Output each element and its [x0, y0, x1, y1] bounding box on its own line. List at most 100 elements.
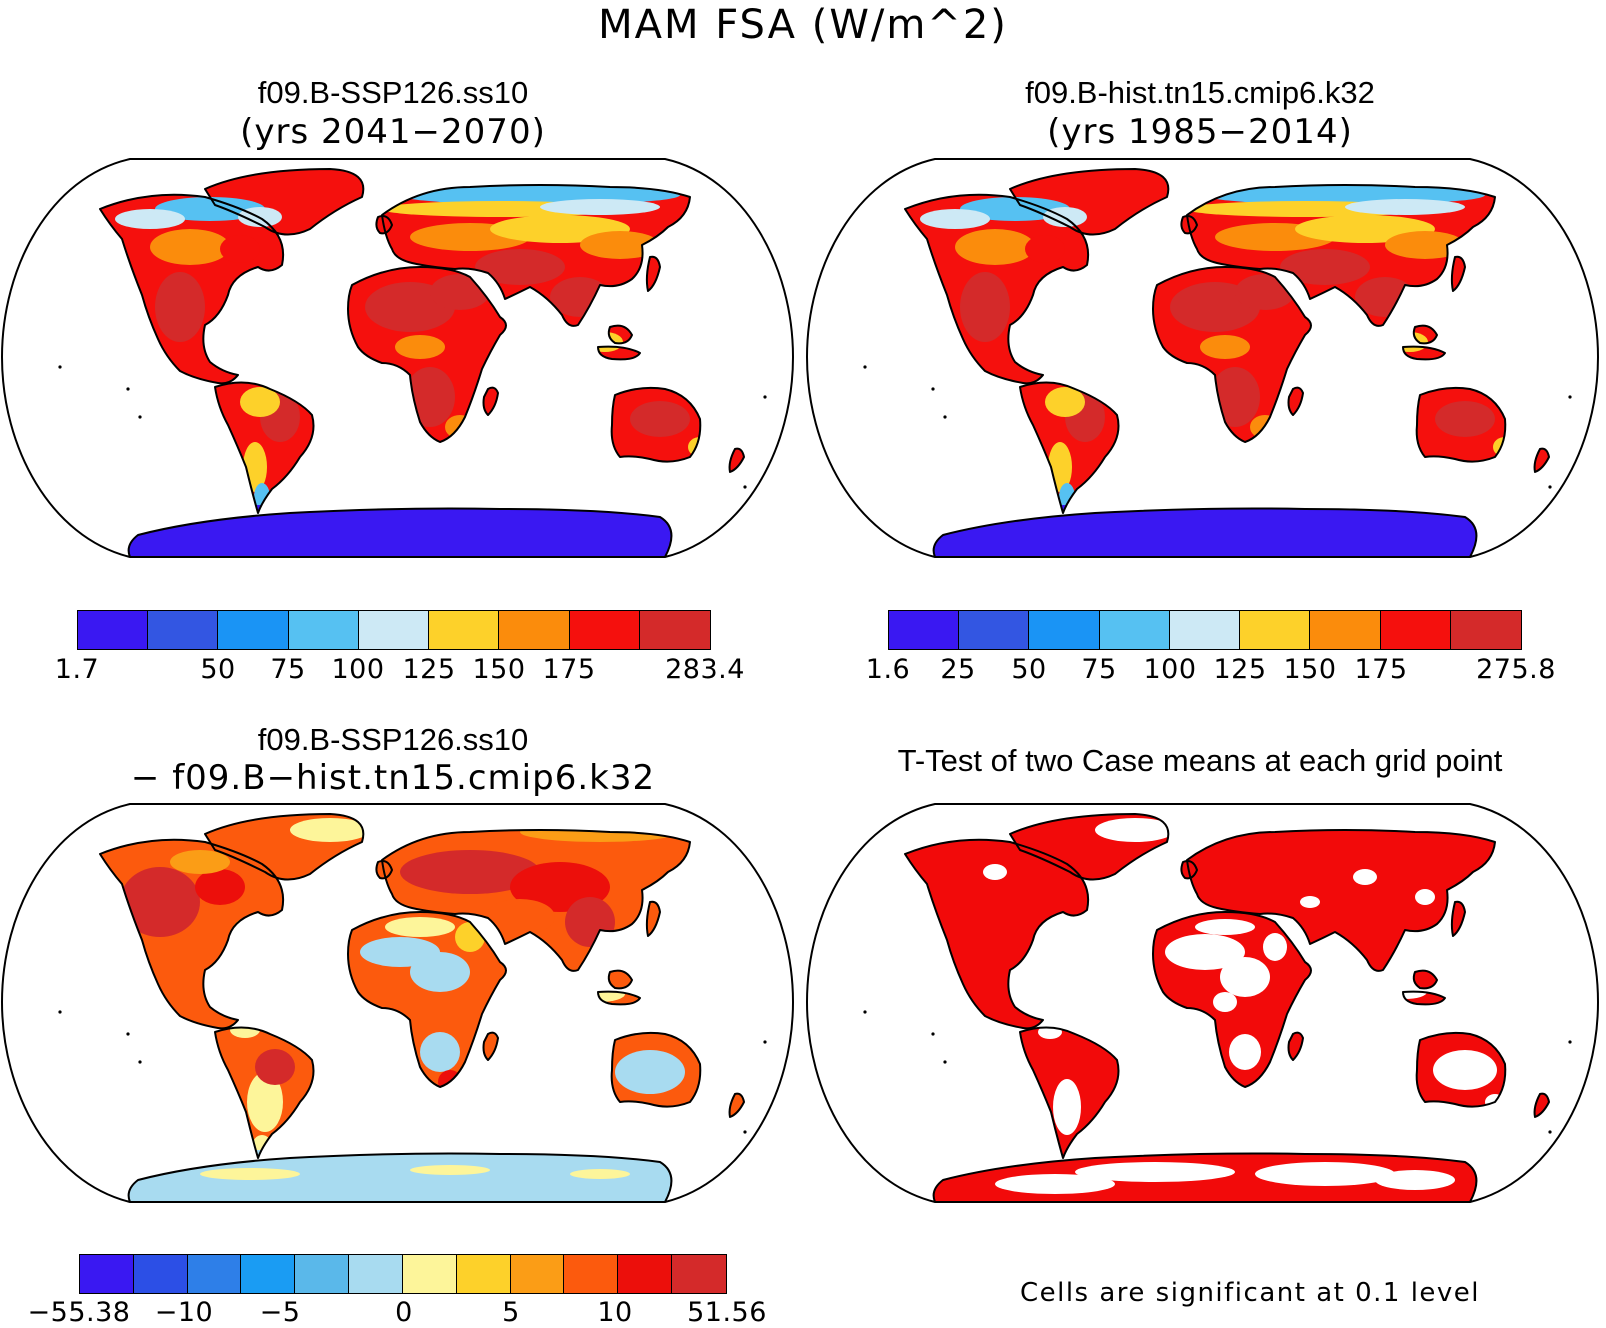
historical-colorbar-swatch [1169, 611, 1241, 649]
historical-map-coastline-eurasia [1186, 184, 1496, 327]
future-map-field-patch [580, 231, 660, 259]
difference-map-field-patch [290, 818, 370, 842]
ttest-map-coastline-indonesia [1402, 990, 1446, 1006]
future-map-coastline-samerica [214, 381, 315, 514]
future-tick-label: 100 [331, 654, 385, 685]
ttest-map-nonsignificant-patch [1300, 896, 1320, 908]
future-map-map-border [0, 158, 795, 558]
future-colorbar-swatch [429, 611, 500, 649]
difference-panel-subtitle: − f09.B−hist.tn15.cmip6.k32 [130, 758, 656, 798]
future-map-coastline-japan [645, 255, 661, 292]
future-map-coastline-borneo [607, 324, 633, 345]
historical-map-island-speck [931, 387, 935, 391]
difference-colorbar-swatch [187, 1255, 242, 1293]
difference-map-map-border [0, 803, 795, 1203]
future-map-field-patch [395, 335, 445, 359]
future-map-island-speck [58, 365, 62, 369]
difference-map-coastline-africa [347, 911, 507, 1088]
future-map-field-patch [540, 199, 660, 215]
future-map-coastline-nz [728, 447, 745, 473]
historical-tick-label: 100 [1143, 654, 1197, 685]
historical-map-coastline-greenland [1009, 168, 1170, 236]
ttest-map-coastline-greenland [1009, 813, 1170, 881]
figure-title: MAM FSA (W/m^2) [598, 2, 1008, 48]
historical-map-field-patch [1025, 235, 1065, 263]
historical-colorbar-swatch [1380, 611, 1451, 649]
difference-tick-label: 5 [502, 1297, 520, 1328]
future-map-field-patch [150, 229, 230, 265]
historical-map-field-patch [920, 209, 990, 229]
future-colorbar-swatch [499, 611, 570, 649]
difference-tick-label: −5 [259, 1297, 301, 1328]
future-colorbar-swatch [148, 611, 219, 649]
historical-map-map-border [805, 158, 1600, 558]
difference-tick-label: −10 [154, 1297, 214, 1328]
difference-colorbar-swatch [564, 1255, 619, 1293]
future-map-coastline-eurasia [381, 184, 691, 327]
future-map-island-speck [778, 250, 782, 254]
ttest-map-coastline-namerica [904, 838, 1089, 1030]
difference-map-island-speck [743, 1130, 747, 1134]
future-map-field-patch [630, 401, 690, 437]
historical-tick-label: 25 [940, 654, 976, 685]
historical-colorbar-swatch [959, 611, 1030, 649]
historical-colorbar-swatch [1310, 611, 1381, 649]
difference-map [0, 803, 795, 1203]
future-map-island-speck [743, 485, 747, 489]
difference-map-coastline-namerica [99, 838, 284, 1030]
difference-map-field-patch [247, 1072, 283, 1132]
historical-tick-label: 50 [1011, 654, 1047, 685]
difference-tick-label: 0 [395, 1297, 413, 1328]
future-tick-label: 283.4 [665, 654, 745, 685]
difference-colorbar-swatch [456, 1255, 511, 1293]
ttest-map-nonsignificant-patch [1220, 957, 1270, 997]
ttest-map-coastline-africa [1152, 911, 1312, 1088]
future-map-island-speck [126, 387, 130, 391]
ttest-map-map-border [805, 803, 1600, 1203]
difference-map-field-patch [195, 869, 245, 905]
future-colorbar-swatch [218, 611, 289, 649]
ttest-map-nonsignificant-patch [1375, 1170, 1455, 1190]
difference-map-coastline-australia [610, 1031, 702, 1108]
historical-tick-label: 75 [1081, 654, 1117, 685]
difference-map-field-patch [485, 899, 555, 935]
future-map-coastline-namerica [99, 193, 284, 385]
future-map-coastline-indonesia [597, 345, 641, 361]
future-panel-title: f09.B-SSP126.ss10 [257, 75, 529, 110]
ttest-map-nonsignificant-patch [1213, 992, 1237, 1012]
difference-map-coastline-borneo [607, 969, 633, 990]
historical-panel-title: f09.B-hist.tn15.cmip6.k32 [1025, 75, 1375, 110]
difference-map-island-speck [778, 895, 782, 899]
ttest-map-island-speck [863, 1010, 867, 1014]
difference-map-island-speck [138, 1060, 142, 1064]
ttest-map-coastline-nz [1533, 1092, 1550, 1118]
historical-map-field-patch [960, 272, 1010, 342]
future-map-field-patch [115, 209, 185, 229]
future-map-coastline-greenland [204, 168, 365, 236]
difference-map-coastline-greenland [204, 813, 365, 881]
difference-map-field-patch [410, 952, 470, 992]
difference-colorbar-swatch [402, 1255, 457, 1293]
future-map-coastline-uk [375, 215, 393, 235]
difference-map-field-patch [410, 1165, 490, 1175]
historical-map-coastline-indonesia [1402, 345, 1446, 361]
historical-colorbar-swatch [1099, 611, 1170, 649]
future-map-field-patch [220, 235, 260, 263]
future-map-field-patch [475, 249, 565, 285]
historical-map-coastline-borneo [1412, 324, 1438, 345]
future-tick-label: 125 [402, 654, 456, 685]
future-colorbar-swatch [358, 611, 430, 649]
ttest-map-island-speck [1548, 1130, 1552, 1134]
ttest-significance-note: Cells are significant at 0.1 level [1019, 1278, 1481, 1308]
difference-colorbar-swatch [510, 1255, 565, 1293]
historical-colorbar-swatch [1029, 611, 1100, 649]
ttest-map-coastline-madagascar [1287, 1031, 1304, 1061]
historical-map-coastline-namerica [904, 193, 1089, 385]
future-map-island-speck [763, 395, 767, 399]
historical-tick-label: 1.6 [865, 654, 911, 685]
historical-map-field-patch [1200, 335, 1250, 359]
historical-map-field-patch [1045, 387, 1085, 417]
future-tick-label: 50 [200, 654, 236, 685]
historical-map-field-patch [1435, 401, 1495, 437]
future-tick-label: 1.7 [54, 654, 100, 685]
